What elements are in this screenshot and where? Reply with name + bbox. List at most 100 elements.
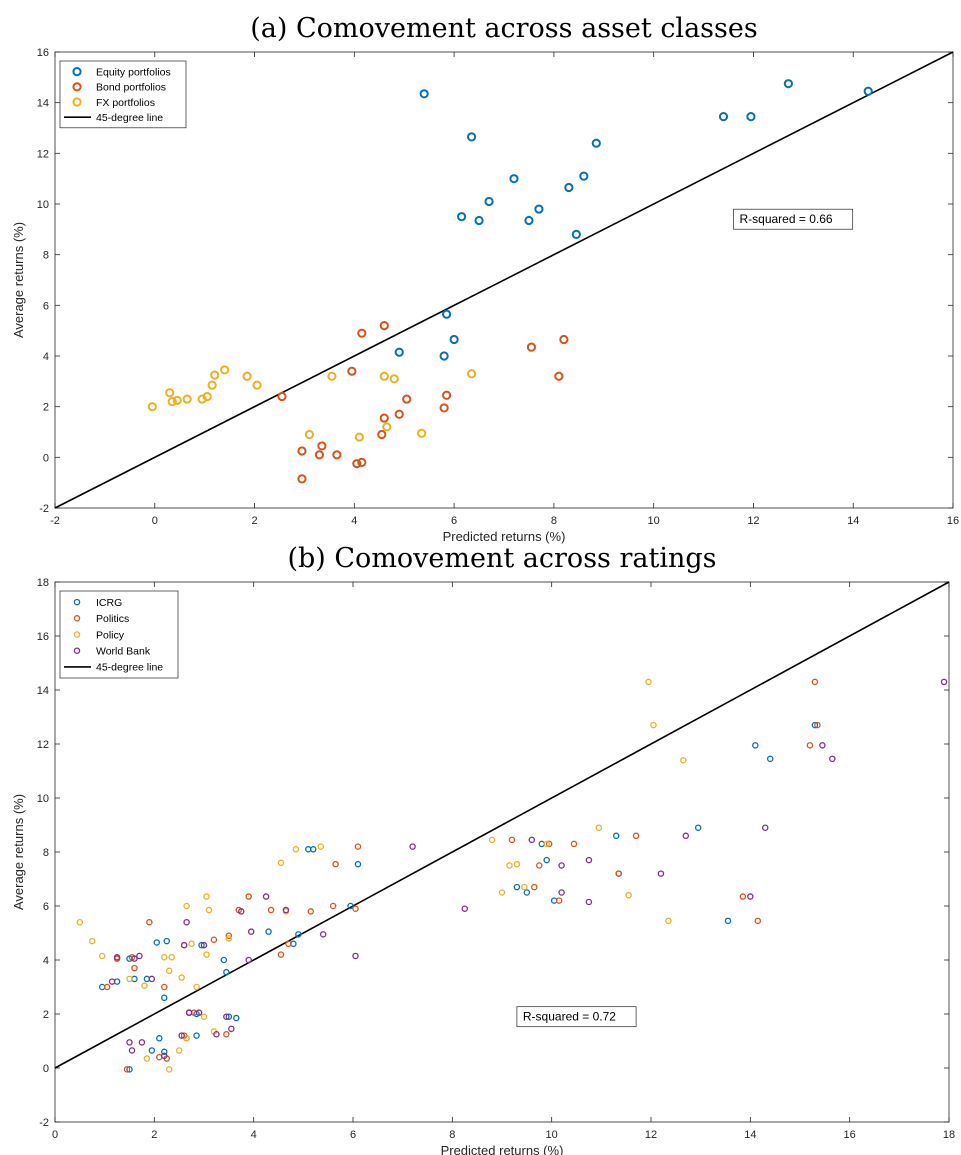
x-tick-label: 2 (151, 1129, 157, 1141)
data-point (545, 840, 553, 848)
x-axis-label: Predicted returns (%) (441, 1143, 564, 1155)
data-point (555, 897, 563, 904)
legend-label: Equity portfolios (96, 66, 171, 78)
y-tick-label: 8 (43, 250, 49, 262)
data-point (409, 843, 416, 850)
x-tick-label: 12 (645, 1129, 657, 1141)
data-point (347, 902, 354, 910)
data-point (304, 429, 315, 440)
data-point (829, 755, 836, 763)
legend-label: ICRG (96, 597, 122, 609)
y-tick-label: 0 (43, 452, 49, 464)
data-point (113, 954, 121, 961)
data-point (103, 983, 111, 991)
data-point (203, 893, 210, 900)
series-bond-portfolios (277, 321, 569, 484)
data-point (761, 824, 769, 831)
data-point (354, 843, 362, 850)
reference-line-45deg (54, 51, 954, 509)
data-point (558, 862, 565, 869)
annotation-box (516, 1006, 637, 1028)
data-point (513, 883, 521, 891)
data-point (559, 334, 569, 345)
legend-marker (73, 615, 81, 622)
data-point (178, 974, 185, 981)
legend-marker (72, 67, 82, 77)
chart-title: (a) Comovement across asset classes (250, 13, 757, 44)
data-point (461, 905, 468, 912)
data-point (146, 918, 153, 926)
y-tick-label: 2 (43, 402, 49, 414)
data-point (506, 862, 513, 869)
data-point (143, 1055, 151, 1062)
data-point (585, 898, 593, 906)
plot-area-box (54, 51, 954, 509)
data-point (220, 956, 228, 964)
y-tick-label: 10 (37, 199, 49, 211)
data-point (357, 457, 367, 467)
data-point (766, 755, 774, 763)
data-point (526, 342, 537, 352)
legend-label: World Bank (96, 646, 151, 658)
legend-label: 45-degree line (96, 112, 163, 124)
data-point (379, 371, 389, 381)
y-tick-label: -2 (39, 503, 49, 515)
data-point (210, 936, 218, 944)
data-point (319, 931, 327, 938)
series-politics (103, 678, 821, 1073)
series-icrg (98, 721, 819, 1073)
data-point (223, 1013, 230, 1020)
data-point (327, 371, 337, 381)
data-point (183, 1035, 190, 1042)
data-point (531, 883, 538, 891)
data-point (188, 940, 195, 948)
data-point (156, 1035, 163, 1042)
data-point (543, 856, 550, 864)
reference-line-45deg (54, 581, 950, 1069)
data-point (571, 229, 581, 239)
data-point (718, 112, 729, 122)
data-point (513, 860, 521, 868)
data-point (165, 967, 173, 975)
data-point (746, 112, 756, 122)
data-point (657, 870, 665, 877)
data-point (632, 832, 640, 840)
data-point (195, 1009, 203, 1016)
data-point (317, 843, 324, 850)
data-point (498, 889, 506, 896)
data-point (357, 328, 367, 338)
data-point (207, 380, 217, 390)
panel-a: (a) Comovement across asset classes -2 0 2 4… (11, 13, 959, 544)
x-tick-label: 10 (546, 1129, 558, 1141)
data-point (126, 1039, 133, 1046)
x-tick-label: 8 (449, 1129, 455, 1141)
data-point (172, 395, 182, 405)
data-point (126, 1066, 133, 1073)
data-point (178, 1032, 185, 1039)
data-point (237, 908, 245, 915)
x-tick-label: 12 (747, 515, 759, 527)
data-point (456, 212, 467, 222)
x-tick-label: 6 (350, 1129, 356, 1141)
data-point (536, 862, 543, 869)
data-point (352, 459, 362, 469)
data-point (332, 860, 339, 868)
data-point (185, 1009, 193, 1016)
y-tick-label: 12 (37, 739, 49, 751)
data-point (200, 941, 208, 949)
data-point (223, 968, 230, 976)
x-tick-label: 8 (551, 515, 557, 527)
data-point (724, 917, 732, 925)
x-tick-label: 2 (251, 515, 257, 527)
data-point (89, 937, 96, 945)
y-tick-label: 14 (37, 685, 49, 697)
data-point (245, 956, 252, 964)
series-world-bank (108, 678, 948, 1060)
legend-label: Politics (96, 613, 129, 625)
data-point (161, 1052, 168, 1060)
data-point (147, 402, 157, 412)
data-point (245, 893, 252, 900)
data-point (389, 374, 399, 384)
data-point (382, 422, 392, 432)
data-point (126, 975, 133, 983)
